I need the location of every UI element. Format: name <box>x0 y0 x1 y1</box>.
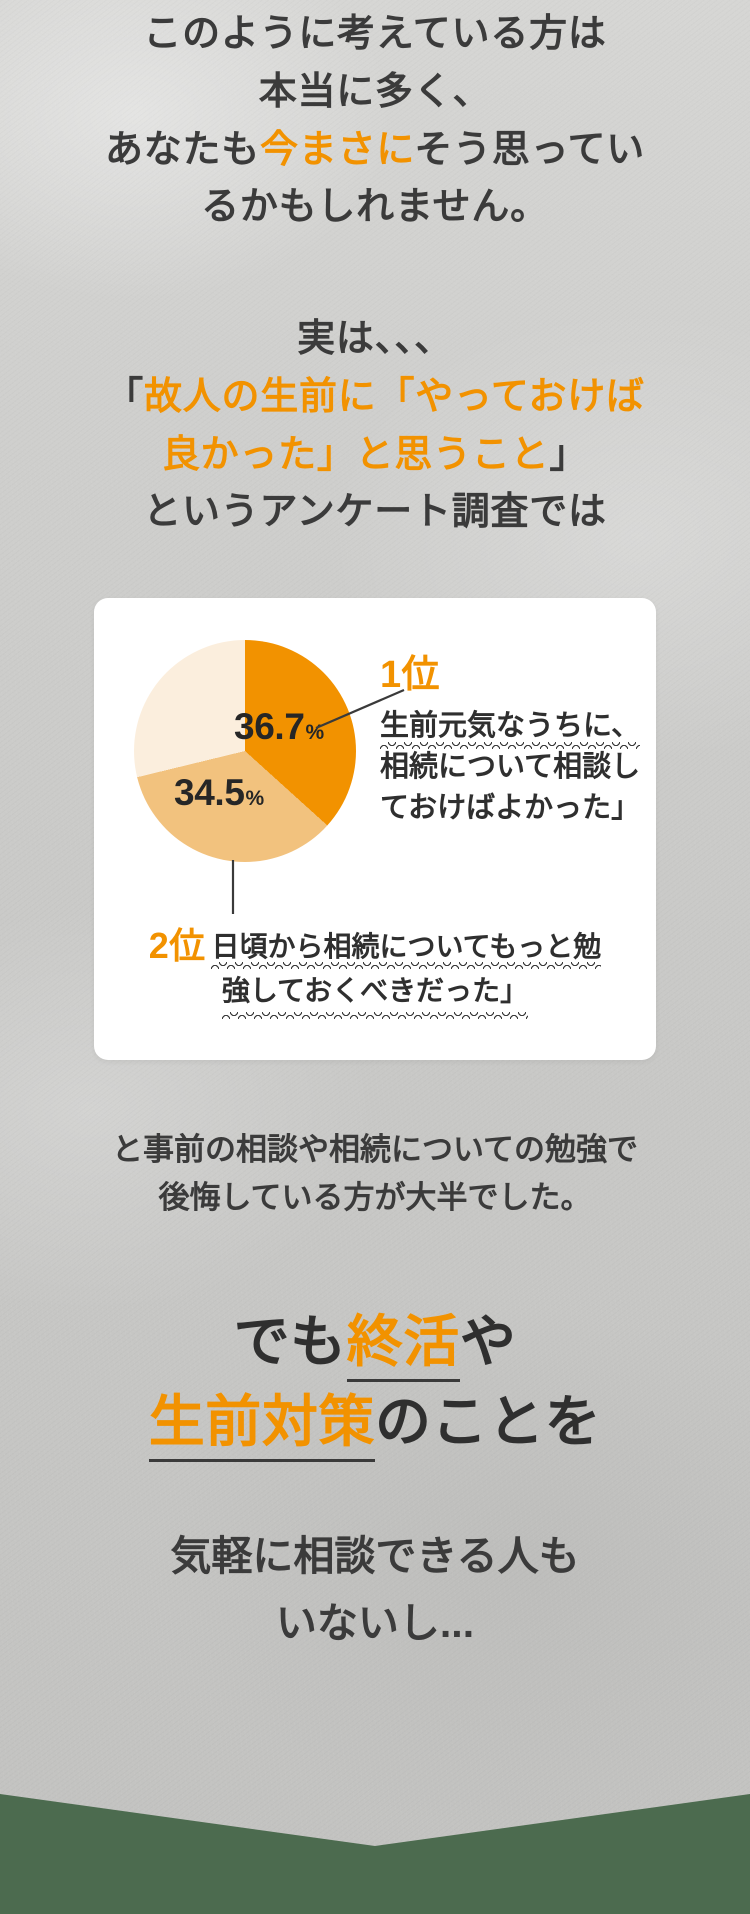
intro-line-3: あなたも今まさにそう思ってい <box>0 122 750 180</box>
rank-2-block: 2位 日頃から相続についてもっと勉 強しておくべきだった」 <box>116 926 634 1020</box>
rank-1-line-3: ておけばよかった」 <box>380 788 640 829</box>
survey-result-card: 36.7% 34.5% 1位 生前元気なうちに、 相続について相談し ておけばよ… <box>94 598 656 1060</box>
chart-row: 36.7% 34.5% 1位 生前元気なうちに、 相続について相談し ておけばよ… <box>116 622 641 922</box>
summary-line-2: 後悔している方が大半でした。 <box>158 1180 592 1216</box>
rank-1-block: 1位 生前元気なうちに、 相続について相談し ておけばよかった」 <box>380 622 641 830</box>
closing-line-2: いないし... <box>275 1599 475 1646</box>
survey-title-line-2: 良かった」と思うこと」 <box>0 427 750 485</box>
leader-line-rank-2-icon <box>231 860 235 914</box>
pie-label-slice-1: 36.7% <box>234 706 324 748</box>
pie-chart-graphic <box>134 640 356 862</box>
headline-block: でも終活や 生前対策のことを <box>0 1222 750 1462</box>
rank-2-line-2: 強しておくべきだった」 <box>116 968 634 1020</box>
headline-line-1: でも終活や <box>0 1302 750 1383</box>
rank-1-description: 生前元気なうちに、 相続について相談し ておけばよかった」 <box>380 706 641 830</box>
closing-block: 気軽に相談できる人も いないし... <box>0 1461 750 1656</box>
headline-keyword-seizentaisaku: 生前対策 <box>148 1389 375 1462</box>
survey-intro-block: 実は、、、 「故人の生前に「やっておけば 良かった」と思うこと」 というアンケー… <box>0 237 750 542</box>
pie-label-slice-2-value: 34.5 <box>174 772 245 813</box>
footer-chevron-divider <box>0 1794 750 1914</box>
intro-highlight-now: 今まさに <box>260 128 415 171</box>
rank-1-line-1-text: 生前元気なうちに、 <box>380 710 641 750</box>
summary-text-block: と事前の相談や相続についての勉強で 後悔している方が大半でした。 <box>0 1060 750 1222</box>
headline-keyword-shukatsu: 終活 <box>346 1310 460 1383</box>
survey-title-line-1: 「故人の生前に「やっておけば <box>0 369 750 427</box>
survey-subtitle-line: というアンケート調査では <box>143 491 607 534</box>
rank-2-line-2-text: 強しておくべきだった」 <box>221 970 529 1020</box>
survey-title-part-2: 良かった」と思うこと <box>161 433 550 476</box>
closing-line-1: 気軽に相談できる人も <box>170 1533 580 1580</box>
intro-line-2: 本当に多く、 <box>258 70 492 113</box>
survey-title-part-1: 故人の生前に「やっておけば <box>143 375 645 418</box>
pie-chart: 36.7% 34.5% <box>116 622 405 922</box>
rank-2-label: 2位 <box>148 925 206 966</box>
rank-2-line-1-text: 日頃から相続についてもっと勉 <box>211 931 602 970</box>
pie-label-slice-1-value: 36.7 <box>234 706 305 747</box>
quote-open: 「 <box>105 375 144 418</box>
intro-line-1: このように考えている方は <box>143 13 607 55</box>
rank-1-line-2-text: 相続について相談し <box>380 751 641 784</box>
survey-lead-line: 実は、、、 <box>297 318 453 360</box>
headline-line-2-b: のことを <box>375 1389 602 1453</box>
intro-text-block: このように考えている方は 本当に多く、 あなたも今まさにそう思ってい るかもしれ… <box>0 0 750 237</box>
intro-line-4: るかもしれません。 <box>201 186 549 229</box>
rank-1-label: 1位 <box>380 654 440 696</box>
rank-1-line-3-text: ておけばよかった」 <box>380 792 641 825</box>
rank-2-line-1: 2位 日頃から相続についてもっと勉 <box>116 926 634 968</box>
rank-1-line-2: 相続について相談し <box>380 747 640 788</box>
headline-line-2: 生前対策のことを <box>0 1382 750 1462</box>
pie-label-slice-1-unit: % <box>305 721 325 744</box>
intro-line-3-c: そう思ってい <box>414 128 645 171</box>
pie-label-slice-2-unit: % <box>245 787 265 810</box>
headline-line-1-c: や <box>459 1310 517 1374</box>
rank-1-line-1: 生前元気なうちに、 <box>380 706 641 750</box>
pie-label-slice-2: 34.5% <box>174 772 264 814</box>
summary-line-1: と事前の相談や相続についての勉強で <box>111 1132 639 1167</box>
intro-line-3-a: あなたも <box>105 128 261 171</box>
headline-line-1-a: でも <box>233 1310 347 1374</box>
quote-close: 」 <box>549 433 589 476</box>
